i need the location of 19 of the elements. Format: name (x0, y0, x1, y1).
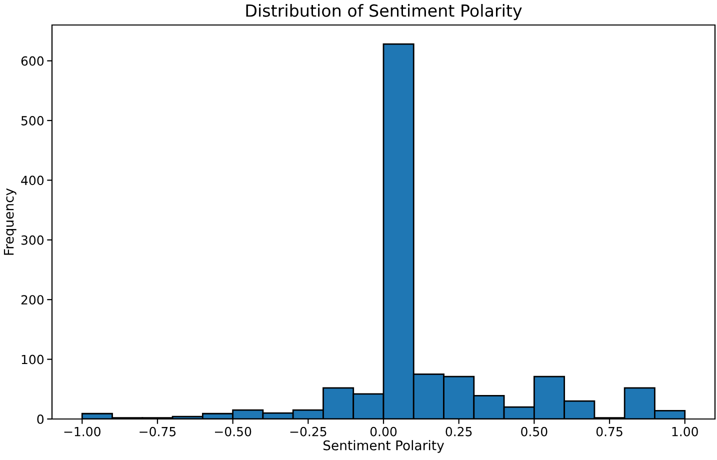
x-tick-label: 0.75 (596, 426, 622, 436)
x-tick-label: −0.75 (140, 426, 176, 436)
y-tick-label: 400 (21, 176, 44, 186)
x-tick-label: 1.00 (672, 426, 698, 436)
y-tick-label: 500 (21, 116, 44, 126)
x-tick-label: 0.50 (521, 426, 548, 436)
chart-title: Distribution of Sentiment Polarity (246, 4, 522, 20)
y-tick-label: 200 (21, 295, 44, 305)
x-tick-label: −1.00 (64, 426, 100, 436)
y-tick-label: 300 (21, 235, 44, 245)
y-axis-title: Frequency (4, 188, 16, 255)
y-tick-label: 0 (37, 414, 44, 424)
y-tick-label: 100 (22, 354, 44, 364)
y-tick-label: 600 (21, 56, 44, 66)
x-tick-label: −0.25 (290, 426, 326, 436)
x-tick-label: −0.50 (214, 426, 252, 436)
x-tick-label: 0.00 (370, 426, 397, 436)
x-tick-label: 0.25 (446, 426, 472, 436)
x-axis-title: Sentiment Polarity (323, 440, 444, 453)
